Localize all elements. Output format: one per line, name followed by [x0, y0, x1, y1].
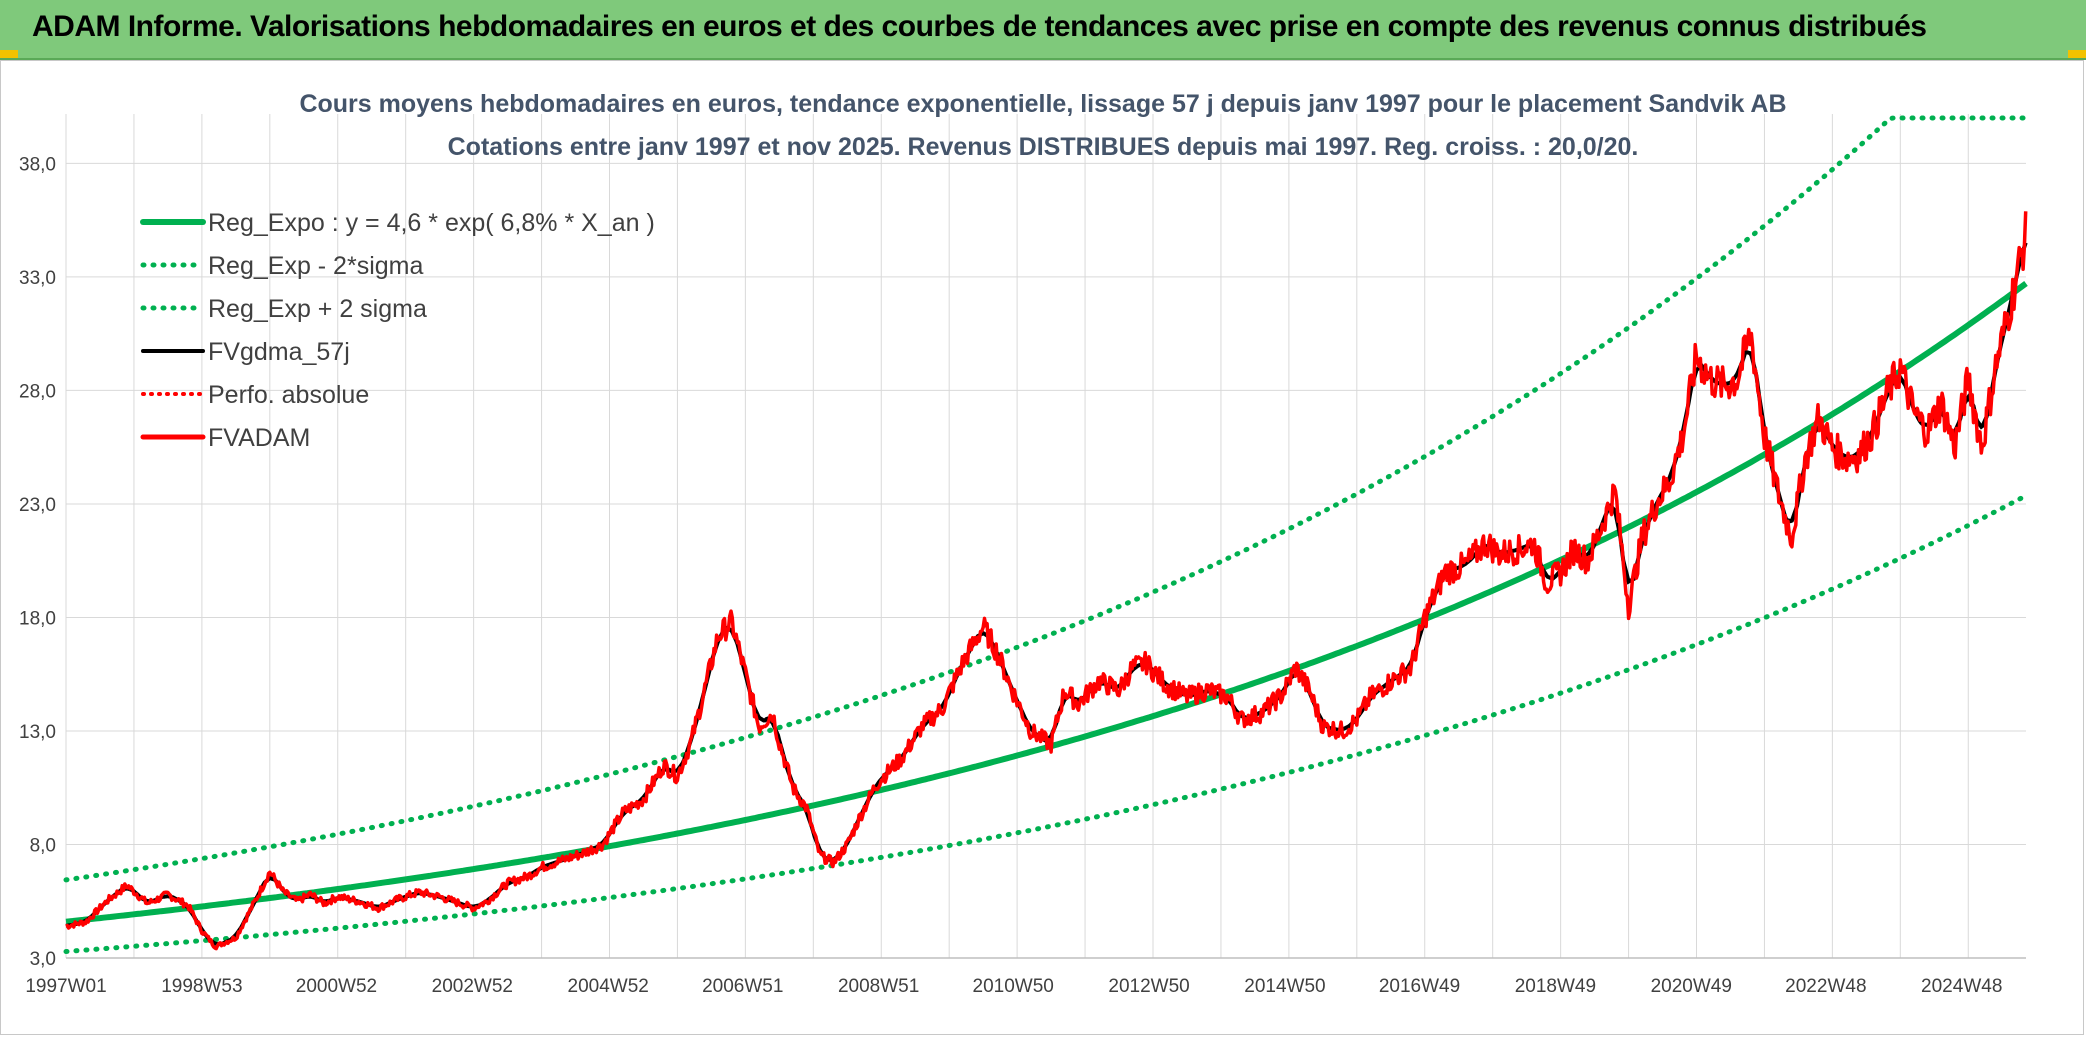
legend-label: Reg_Exp - 2*sigma	[208, 252, 423, 280]
x-tick-label: 2000W52	[296, 976, 377, 997]
x-tick-label: 2018W49	[1515, 976, 1596, 997]
band-low-line	[63, 493, 2029, 954]
x-tick-label: 2012W50	[1108, 976, 1189, 997]
series-layer	[63, 115, 2029, 954]
x-tick-label: 2010W50	[973, 976, 1054, 997]
report-banner: ADAM Informe. Valorisations hebdomadaire…	[0, 0, 2086, 60]
legend: Reg_Expo : y = 4,6 * exp( 6,8% * X_an ) R…	[140, 209, 655, 452]
x-tick-label: 2006W51	[702, 976, 783, 997]
y-tick-label: 3,0	[30, 949, 56, 970]
y-tick-label: 8,0	[30, 835, 56, 856]
grid-layer	[65, 114, 2026, 959]
x-tick-label: 2020W49	[1651, 976, 1732, 997]
price-line	[65, 211, 2028, 951]
x-tick-label: 2008W51	[838, 976, 919, 997]
tick-layer: 3,0 8,0 13,0 18,0 23,0 28,0 33,0 38,0 1997W01 199…	[19, 154, 2002, 997]
x-tick-label: 1998W53	[161, 976, 242, 997]
x-tick-label: 2022W48	[1785, 976, 1866, 997]
x-tick-label: 2004W52	[568, 976, 649, 997]
y-tick-label: 23,0	[19, 495, 56, 516]
x-tick-label: 1997W01	[25, 976, 106, 997]
legend-label: Perfo. absolue	[208, 381, 369, 409]
band-high-line	[63, 115, 2029, 883]
legend-label: FVADAM	[208, 424, 310, 452]
legend-label: Reg_Expo : y = 4,6 * exp( 6,8% * X_an )	[208, 209, 655, 237]
x-tick-label: 2016W49	[1379, 976, 1460, 997]
legend-label: FVgdma_57j	[208, 338, 350, 366]
y-tick-label: 38,0	[19, 154, 56, 175]
x-tick-label: 2024W48	[1921, 976, 2002, 997]
report-title: ADAM Informe. Valorisations hebdomadaire…	[32, 10, 1927, 43]
smooth-line	[65, 242, 2028, 947]
legend-label: Reg_Exp + 2 sigma	[208, 295, 427, 323]
chart-title: Cours moyens hebdomadaires en euros, ten…	[299, 90, 1786, 118]
chart-frame	[0, 60, 2084, 1035]
y-tick-label: 18,0	[19, 608, 56, 629]
corner-marker-left	[0, 50, 18, 58]
y-tick-label: 33,0	[19, 268, 56, 289]
y-tick-label: 28,0	[19, 381, 56, 402]
y-tick-label: 13,0	[19, 722, 56, 743]
x-tick-label: 2014W50	[1244, 976, 1325, 997]
corner-marker-right	[2068, 50, 2086, 58]
x-tick-label: 2002W52	[432, 976, 513, 997]
chart-subtitle: Cotations entre janv 1997 et nov 2025. R…	[448, 133, 1639, 161]
